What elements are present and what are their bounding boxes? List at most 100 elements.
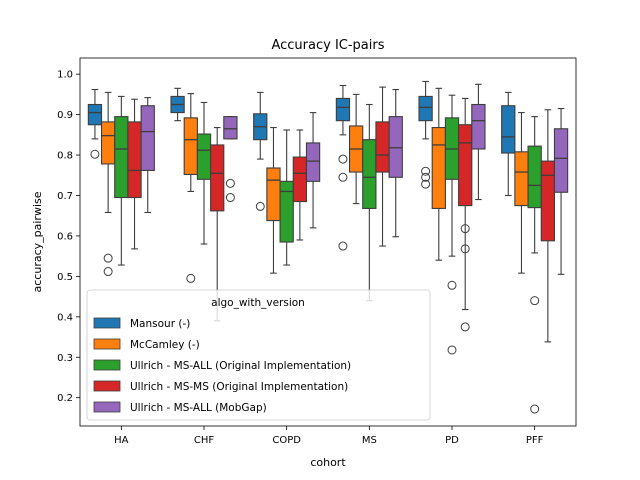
iqr-box — [458, 124, 473, 207]
legend-label: McCamley (-) — [130, 339, 200, 351]
outlier-point — [530, 404, 540, 414]
box-pff-4 — [553, 107, 569, 275]
box-pff-3 — [540, 109, 556, 343]
iqr-box — [388, 116, 403, 178]
x-axis: HA CHF COPD MS PD PFF — [114, 426, 544, 446]
x-axis-label: cohort — [310, 456, 346, 469]
iqr-box — [335, 97, 351, 122]
box-ms-3 — [375, 86, 390, 247]
outlier-point — [338, 154, 348, 164]
legend-label: Ullrich - MS-ALL (Original Implementatio… — [130, 360, 351, 372]
box-chf-2 — [196, 101, 212, 245]
y-tick-label: 0.6 — [57, 231, 73, 242]
outlier-point — [255, 201, 265, 211]
iqr-box — [305, 142, 321, 182]
x-tick-label: PFF — [526, 435, 544, 446]
iqr-box — [140, 105, 155, 171]
legend-frame — [86, 289, 431, 421]
iqr-box — [375, 121, 390, 173]
iqr-box — [527, 145, 542, 209]
outlier-point — [421, 179, 431, 189]
iqr-box — [127, 121, 142, 199]
outlier-point — [530, 296, 540, 306]
outlier-point — [460, 322, 470, 332]
box-ms-4 — [388, 88, 403, 238]
outlier-point — [460, 224, 470, 234]
iqr-box — [210, 144, 225, 212]
iqr-box — [100, 121, 116, 165]
box-pd-3 — [458, 97, 473, 332]
y-tick-label: 0.2 — [57, 393, 73, 404]
box-pff-1 — [514, 112, 529, 274]
outlier-point — [421, 172, 431, 182]
legend-label: Mansour (-) — [130, 318, 190, 330]
plot-area — [87, 80, 569, 414]
box-copd-0 — [253, 91, 268, 211]
outlier-point — [447, 280, 457, 290]
iqr-box — [553, 128, 569, 193]
y-tick-label: 0.5 — [57, 272, 73, 283]
legend-entries: Mansour (-) McCamley (-) Ullrich - MS-ALL … — [93, 317, 351, 414]
outlier-point — [460, 244, 470, 254]
y-axis: 0.2 0.3 0.4 0.5 0.6 0.7 0.8 0.9 1.0 — [57, 70, 80, 404]
plot-frame — [79, 57, 577, 427]
x-tick-label: PD — [445, 435, 459, 446]
outlier-point — [421, 166, 431, 176]
outlier-point — [103, 267, 113, 277]
box-ms-1 — [348, 93, 364, 205]
box-copd-2 — [279, 129, 294, 266]
box-ha-4 — [140, 97, 155, 214]
box-pff-2 — [527, 116, 542, 414]
outlier-point — [225, 193, 235, 203]
y-tick-label: 0.8 — [57, 151, 73, 162]
legend-swatch — [93, 338, 121, 350]
box-chf-0 — [170, 87, 185, 122]
legend-label: Ullrich - MS-MS (Original Implementation… — [130, 381, 348, 393]
x-tick-label: COPD — [272, 435, 301, 446]
legend-label: Ullrich - MS-ALL (MobGap) — [130, 402, 267, 414]
box-chf-4 — [223, 116, 238, 203]
iqr-box — [501, 105, 516, 154]
box-pd-1 — [431, 87, 446, 261]
outlier-point — [186, 273, 196, 283]
iqr-box — [431, 127, 446, 209]
outlier-point — [103, 253, 113, 263]
box-copd-4 — [305, 112, 321, 229]
x-tick-label: CHF — [194, 435, 215, 446]
box-chf-1 — [183, 93, 198, 283]
outlier-point — [225, 178, 235, 188]
x-tick-label: MS — [362, 435, 377, 446]
legend-swatch — [93, 359, 121, 371]
iqr-box — [183, 117, 198, 176]
box-copd-3 — [292, 129, 308, 241]
box-pd-0 — [418, 80, 433, 189]
outlier-point — [90, 149, 100, 159]
iqr-box — [196, 133, 212, 180]
legend-swatch — [93, 380, 121, 392]
box-ha-2 — [114, 95, 129, 266]
y-tick-label: 0.9 — [57, 110, 73, 121]
iqr-box — [87, 103, 103, 126]
y-tick-label: 0.4 — [57, 312, 73, 323]
outlier-point — [338, 172, 348, 182]
y-tick-label: 1.0 — [57, 70, 73, 81]
iqr-box — [418, 95, 433, 122]
outlier-point — [338, 241, 348, 251]
y-axis-label: accuracy_pairwise — [31, 191, 44, 292]
iqr-box — [266, 167, 281, 222]
legend-swatch — [93, 401, 121, 413]
y-tick-label: 0.3 — [57, 353, 73, 364]
box-ha-3 — [127, 98, 142, 250]
box-ha-0 — [87, 88, 103, 159]
iqr-box — [540, 160, 556, 242]
box-copd-1 — [266, 127, 281, 274]
legend: algo_with_version Mansour (-) McCamley (-… — [86, 289, 431, 421]
iqr-box — [514, 151, 529, 207]
iqr-box — [471, 103, 486, 150]
iqr-box — [362, 139, 377, 209]
box-ms-0 — [335, 84, 351, 251]
box-ha-1 — [100, 91, 116, 277]
outlier-point — [447, 345, 457, 355]
box-pd-2 — [444, 94, 460, 355]
legend-swatch — [93, 317, 121, 329]
